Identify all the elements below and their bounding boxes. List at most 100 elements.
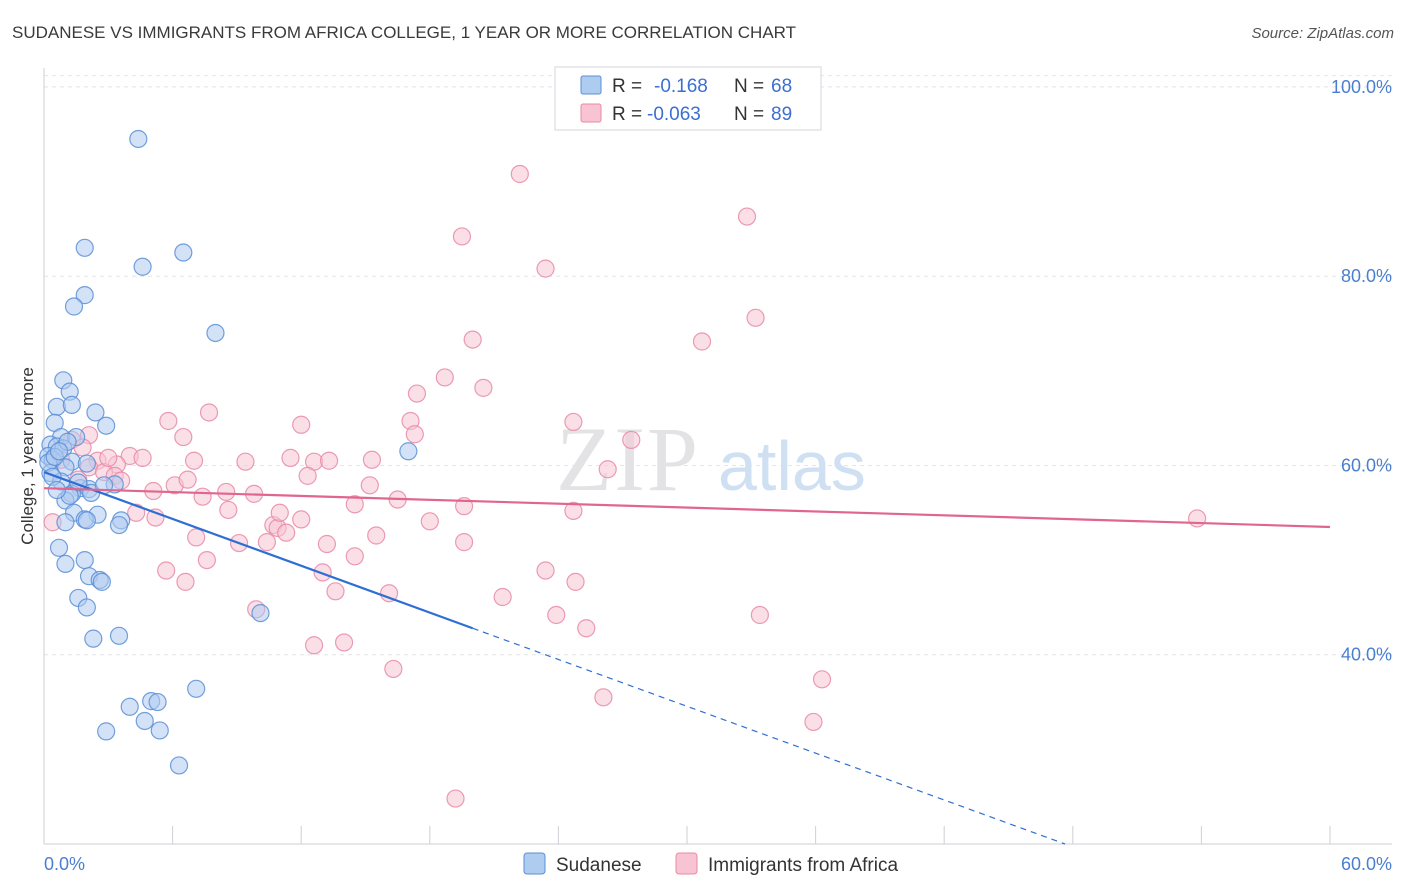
africa-point-28 xyxy=(184,451,204,470)
africa-point-58 xyxy=(257,533,277,552)
africa-point-14 xyxy=(564,412,583,432)
watermark-atlas: atlas xyxy=(718,427,866,505)
sudanese-point-3 xyxy=(174,243,193,262)
legend-r-value-africa: -0.063 xyxy=(647,104,701,125)
sudanese-point-49 xyxy=(109,626,129,645)
africa-point-80 xyxy=(804,712,823,732)
africa-point-15 xyxy=(405,425,424,444)
africa-point-68 xyxy=(326,582,345,601)
africa-point-65 xyxy=(536,561,555,580)
africa-point-63 xyxy=(157,561,176,580)
y-tick-label-0: 100.0% xyxy=(1331,77,1392,97)
grid xyxy=(44,75,1392,656)
sudanese-point-56 xyxy=(150,721,169,740)
africa-point-54 xyxy=(277,523,296,542)
sudanese-trend-extension xyxy=(472,627,1066,845)
africa-point-2 xyxy=(452,227,472,246)
sudanese-point-40 xyxy=(49,538,69,557)
africa-point-8 xyxy=(474,378,493,397)
africa-point-84 xyxy=(319,451,339,470)
africa-point-29 xyxy=(236,452,255,471)
africa-point-1 xyxy=(737,207,757,226)
africa-point-45 xyxy=(219,500,238,520)
africa-point-72 xyxy=(547,605,566,625)
legend-n-label-sudanese: N = xyxy=(734,76,764,97)
series-legend: Sudanese Immigrants from Africa xyxy=(523,852,898,876)
africa-point-41 xyxy=(193,487,212,506)
africa-point-37 xyxy=(360,476,379,495)
sudanese-point-36 xyxy=(77,511,96,530)
sudanese-point-11 xyxy=(86,403,105,422)
sudanese-point-22 xyxy=(77,454,96,473)
trend-lines xyxy=(43,471,1331,845)
africa-point-3 xyxy=(536,259,555,278)
y-tick-label-3: 40.0% xyxy=(1341,645,1392,665)
africa-point-50 xyxy=(564,501,583,520)
sudanese-point-54 xyxy=(120,697,139,716)
africa-point-35 xyxy=(298,466,317,485)
series-legend-label-africa: Immigrants from Africa xyxy=(708,855,898,876)
africa-point-87 xyxy=(178,470,197,489)
africa-point-75 xyxy=(304,636,324,655)
africa-point-81 xyxy=(446,789,465,808)
sudanese-trend-line xyxy=(43,471,474,630)
africa-point-48 xyxy=(292,510,311,529)
sudanese-point-67 xyxy=(47,480,66,500)
africa-point-22 xyxy=(133,448,152,467)
africa-point-64 xyxy=(313,563,332,582)
legend-r-label-sudanese: R = xyxy=(612,76,642,97)
africa-point-69 xyxy=(379,584,399,603)
sudanese-point-10 xyxy=(62,395,81,414)
africa-point-76 xyxy=(334,633,354,652)
sudanese-point-58 xyxy=(169,756,189,775)
africa-point-0 xyxy=(510,164,529,184)
africa-point-78 xyxy=(812,670,832,689)
africa-point-86 xyxy=(99,448,118,467)
legend-n-value-sudanese: 68 xyxy=(771,76,792,97)
legend-r-value-sudanese: -0.168 xyxy=(654,76,708,97)
sudanese-point-48 xyxy=(251,603,270,623)
africa-trend-line xyxy=(43,487,1331,529)
africa-point-67 xyxy=(566,572,585,591)
sudanese-point-55 xyxy=(135,711,154,731)
sudanese-point-9 xyxy=(47,397,66,416)
africa-point-88 xyxy=(270,503,289,522)
y-tick-label-1: 80.0% xyxy=(1341,266,1392,286)
sudanese-point-25 xyxy=(399,442,418,461)
sudanese-point-38 xyxy=(109,515,129,535)
sudanese-point-39 xyxy=(56,513,75,532)
africa-point-17 xyxy=(174,427,193,447)
x-tick-label-max: 60.0% xyxy=(1341,854,1392,874)
y-axis-label: College, 1 year or more xyxy=(18,367,37,545)
africa-point-23 xyxy=(281,448,300,467)
series-legend-label-sudanese: Sudanese xyxy=(556,855,642,876)
africa-point-55 xyxy=(367,526,386,545)
sudanese-point-51 xyxy=(187,679,206,698)
x-ticks xyxy=(43,826,1331,844)
sudanese-point-0 xyxy=(129,129,148,149)
sudanese-point-5 xyxy=(64,297,84,316)
africa-point-19 xyxy=(622,430,641,450)
africa-point-62 xyxy=(197,550,216,570)
stats-legend: R = -0.168 N = 68 R = -0.063 N = 89 xyxy=(554,66,822,131)
series-legend-swatch-sudanese xyxy=(523,852,546,875)
sudanese-point-42 xyxy=(56,554,75,573)
africa-point-85 xyxy=(598,460,617,479)
legend-n-value-africa: 89 xyxy=(771,104,792,125)
y-tick-label-2: 60.0% xyxy=(1341,455,1392,475)
africa-point-77 xyxy=(384,659,403,679)
sudanese-point-53 xyxy=(148,692,167,712)
africa-point-66 xyxy=(176,572,195,591)
sudanese-point-13 xyxy=(97,416,116,435)
africa-point-30 xyxy=(362,450,382,469)
sudanese-point-41 xyxy=(75,550,94,570)
africa-point-74 xyxy=(577,619,596,638)
africa-point-7 xyxy=(435,368,454,387)
series-legend-swatch-africa xyxy=(675,852,698,875)
legend-swatch-sudanese xyxy=(580,75,602,95)
africa-point-51 xyxy=(1188,509,1207,528)
africa-point-79 xyxy=(594,688,613,707)
legend-swatch-africa xyxy=(580,103,602,123)
legend-r-label-africa: R = xyxy=(612,104,642,125)
sudanese-point-6 xyxy=(206,323,225,343)
